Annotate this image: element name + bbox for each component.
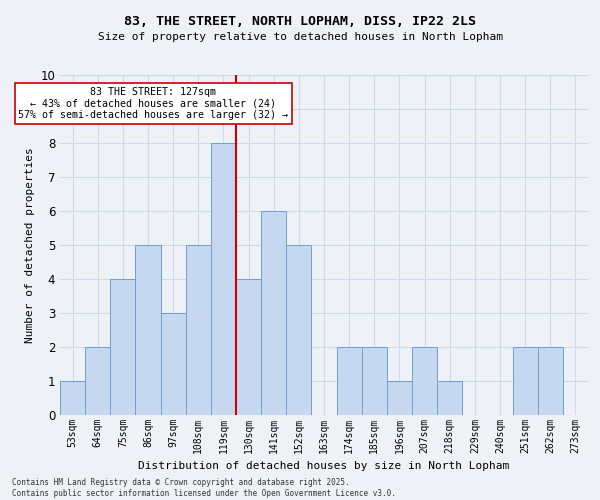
Bar (85, 347, 110, 415)
Bar (437, 381, 462, 415)
Text: 83 THE STREET: 127sqm
← 43% of detached houses are smaller (24)
57% of semi-deta: 83 THE STREET: 127sqm ← 43% of detached … (18, 87, 288, 120)
Bar (512, 347, 538, 415)
Bar (186, 245, 211, 415)
Bar (337, 347, 362, 415)
Text: 83, THE STREET, NORTH LOPHAM, DISS, IP22 2LS: 83, THE STREET, NORTH LOPHAM, DISS, IP22… (124, 15, 476, 28)
Bar (362, 347, 387, 415)
Bar (538, 347, 563, 415)
Bar (60, 381, 85, 415)
Y-axis label: Number of detached properties: Number of detached properties (25, 147, 35, 343)
Bar (261, 211, 286, 415)
Bar (286, 245, 311, 415)
Bar (110, 279, 136, 415)
Bar (161, 313, 186, 415)
Bar (387, 381, 412, 415)
Bar (412, 347, 437, 415)
Bar (136, 245, 161, 415)
X-axis label: Distribution of detached houses by size in North Lopham: Distribution of detached houses by size … (139, 462, 509, 471)
Bar (211, 143, 236, 415)
Text: Contains HM Land Registry data © Crown copyright and database right 2025.
Contai: Contains HM Land Registry data © Crown c… (12, 478, 396, 498)
Text: Size of property relative to detached houses in North Lopham: Size of property relative to detached ho… (97, 32, 503, 42)
Bar (236, 279, 261, 415)
